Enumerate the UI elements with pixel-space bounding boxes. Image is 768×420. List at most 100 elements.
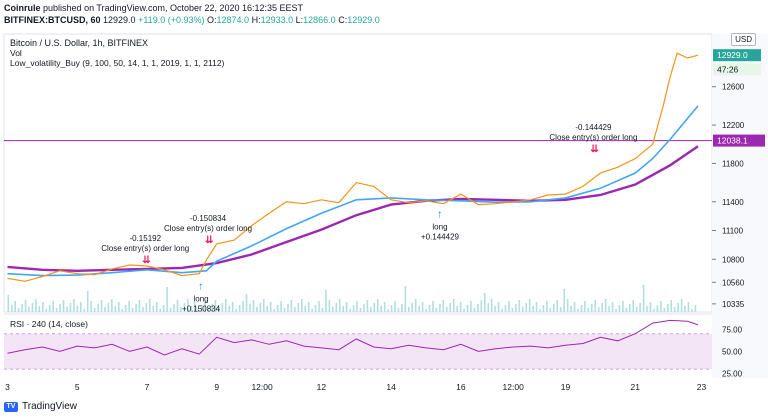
volume-bar [625, 308, 628, 312]
volume-bar [597, 307, 600, 312]
volume-bar [318, 301, 320, 312]
volume-bar [376, 299, 379, 312]
volume-bar [435, 308, 438, 312]
volume-bar [345, 302, 348, 312]
volume-bar [470, 301, 472, 312]
volume-bar [383, 302, 386, 312]
x-tick-label: 19 [561, 382, 571, 392]
volume-bar [490, 299, 493, 312]
x-tick-label: 12:00 [251, 382, 273, 392]
signal-label: long [432, 223, 447, 232]
volume-bar [663, 308, 666, 312]
volume-bar [414, 299, 417, 312]
footer-brand-name[interactable]: TradingView [22, 401, 78, 412]
volume-bar [432, 301, 434, 312]
volume-bar [28, 307, 30, 312]
volume-bar [83, 309, 86, 312]
ohlc-key: O: [207, 15, 217, 25]
volume-bar [501, 309, 503, 312]
volume-bar [342, 306, 345, 312]
volume-bar [238, 305, 241, 312]
volume-bar [445, 307, 448, 312]
volume-bar [79, 302, 82, 312]
volume-bar [135, 304, 137, 312]
volume-bar [121, 309, 124, 312]
volume-bar [42, 302, 44, 312]
ohlc-value: 12929.0 [347, 15, 380, 25]
volume-bar [152, 306, 155, 312]
volume-bar [273, 309, 275, 312]
volume-bar [93, 308, 96, 312]
volume-bar [90, 301, 92, 312]
volume-bar [563, 289, 565, 312]
y-tick-label: 11100 [722, 227, 744, 236]
volume-bar [653, 309, 655, 312]
level-label-bg [713, 134, 765, 147]
currency-badge[interactable]: USD [731, 33, 756, 46]
volume-bar [428, 305, 431, 312]
volume-bar [632, 300, 635, 312]
volume-bar [107, 303, 110, 312]
ema-fast-line [7, 105, 699, 277]
volume-bar [528, 299, 531, 312]
signal-label: long [193, 295, 208, 304]
volume-bar [656, 305, 659, 312]
volume-bar [242, 301, 244, 312]
y-tick-label: 11400 [722, 198, 744, 207]
y-tick-label: 10335 [722, 300, 745, 309]
publisher-name[interactable]: Coinrule [4, 3, 41, 13]
volume-bar [363, 304, 365, 312]
price-change: +119.0 (+0.93%) [138, 15, 205, 25]
published-text: published on TradingView.com, October 22… [43, 3, 304, 13]
volume-bar [349, 309, 351, 312]
tradingview-logo-icon: TV [4, 401, 18, 412]
x-tick-label: 21 [631, 382, 641, 392]
volume-bar [594, 300, 597, 312]
volume-bar [124, 305, 127, 312]
volume-bar [611, 302, 614, 312]
price-line [7, 52, 699, 282]
volume-bar [463, 309, 465, 312]
volume-bar [556, 300, 559, 312]
volume-bar [256, 307, 258, 312]
volume-bar [694, 305, 697, 312]
x-tick-label: 7 [145, 382, 150, 392]
volume-bar [449, 303, 452, 312]
volume-bar [197, 309, 199, 312]
volume-bar [352, 305, 355, 312]
price-label: 12929.0 [717, 50, 748, 60]
volume-bar [373, 303, 376, 312]
volume-bar [325, 290, 327, 312]
volume-bar [300, 299, 303, 312]
volume-bar [573, 302, 576, 312]
x-tick-label: 16 [456, 382, 466, 392]
volume-bar [252, 300, 255, 312]
rsi-label: RSI · 240 (14, close) [10, 319, 88, 329]
publish-line: Coinrule published on TradingView.com, O… [4, 3, 303, 13]
volume-bar [173, 304, 175, 312]
price-axis-pane [712, 34, 768, 378]
volume-bar [577, 309, 579, 312]
y-tick-label: 12600 [722, 83, 745, 92]
level-label: 12038.1 [717, 136, 748, 146]
volume-bar [418, 306, 420, 312]
chart-title: Bitcoin / U.S. Dollar, 1h, BITFINEX [10, 38, 148, 48]
close-signal-icon: ⇊ [142, 255, 151, 266]
volume-bar [608, 306, 610, 312]
volume-bar [356, 301, 358, 312]
price-pane [3, 33, 713, 313]
signal-value: +0.144429 [421, 233, 460, 242]
volume-bar [411, 303, 414, 312]
volume-bar [691, 309, 693, 312]
volume-bar [159, 309, 162, 312]
volume-bar [477, 304, 479, 312]
volume-bar [580, 305, 583, 312]
volume-bar [387, 309, 389, 312]
price-chart[interactable]: Bitcoin / U.S. Dollar, 1h, BITFINEXVolLo… [0, 26, 768, 392]
x-tick-label: 9 [214, 382, 219, 392]
volume-bar [86, 291, 89, 312]
ohlc-key: H: [249, 15, 261, 25]
price-label-bg [713, 49, 761, 62]
volume-bar [21, 304, 23, 312]
volume-bar [511, 308, 514, 312]
